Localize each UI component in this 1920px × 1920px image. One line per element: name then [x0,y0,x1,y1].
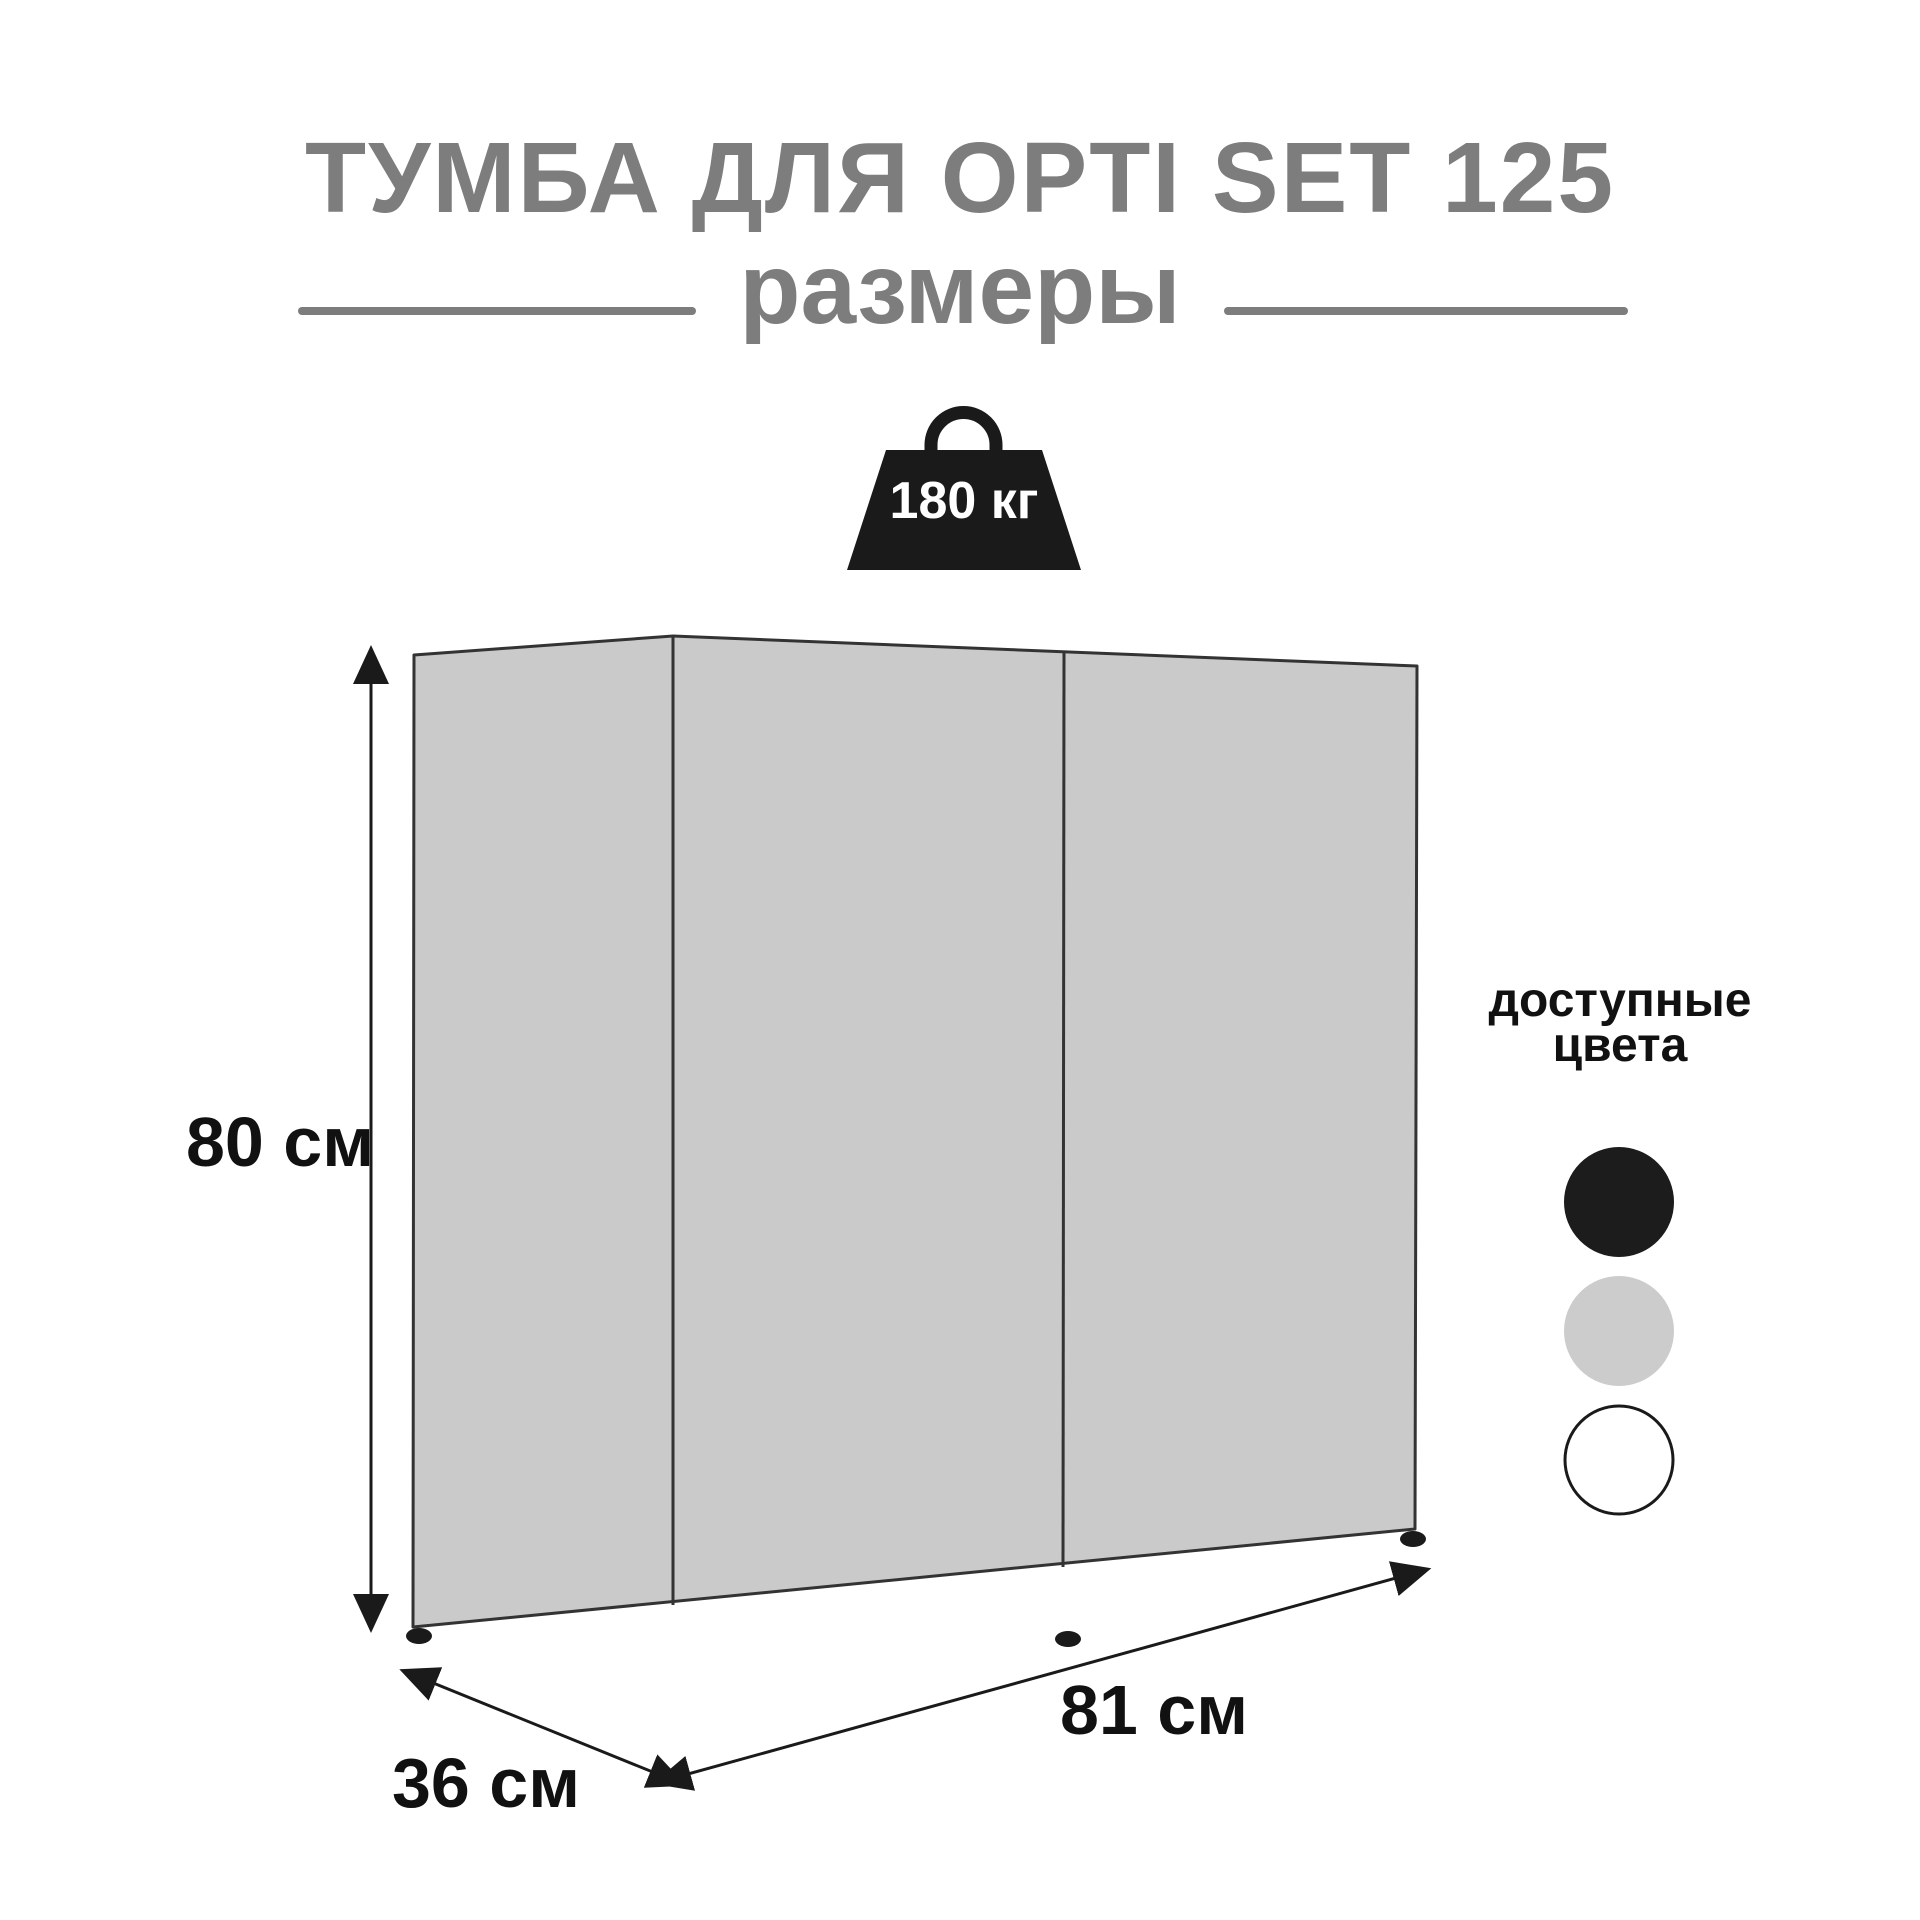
svg-text:81 см: 81 см [1060,1671,1248,1749]
svg-text:цвета: цвета [1553,1019,1688,1072]
svg-text:размеры: размеры [739,233,1180,345]
svg-text:36 см: 36 см [392,1744,580,1822]
svg-text:80 см: 80 см [186,1103,374,1181]
svg-text:180 кг: 180 кг [890,472,1039,530]
